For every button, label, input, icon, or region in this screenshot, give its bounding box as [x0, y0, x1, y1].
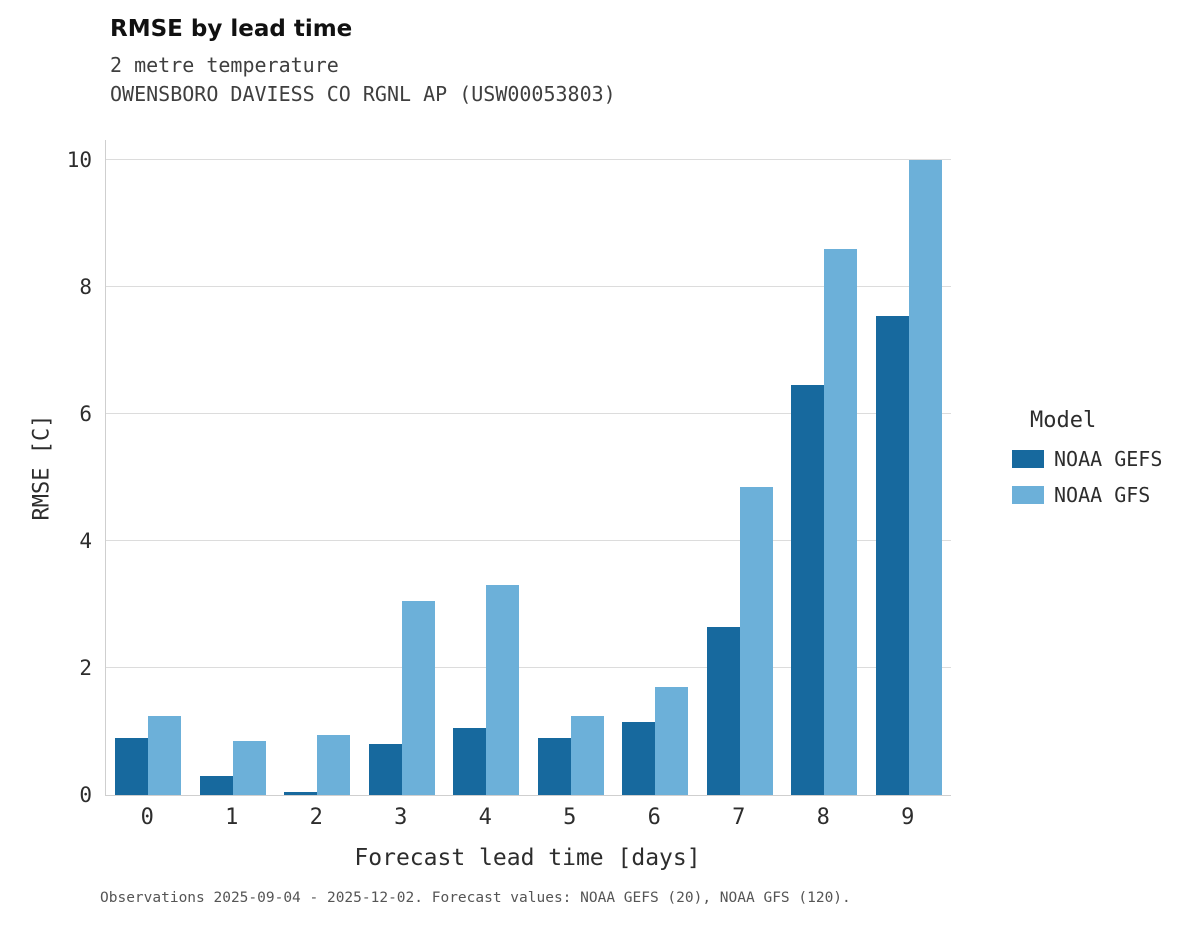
- bar-noaa-gfs: [232, 741, 266, 795]
- x-tick-label: 0: [140, 805, 154, 830]
- bar-group: [444, 140, 529, 795]
- chart-subtitle-station: OWENSBORO DAVIESS CO RGNL AP (USW0005380…: [110, 82, 616, 106]
- bar-noaa-gefs: [284, 791, 318, 795]
- bar-group: [360, 140, 445, 795]
- legend-swatch-gefs: [1012, 450, 1044, 468]
- y-tick-label: 4: [79, 529, 92, 553]
- x-axis-ticks: 0 1 2 3 4 5 6 7 8 9: [105, 805, 950, 830]
- bar-noaa-gfs: [570, 715, 604, 795]
- bar-groups: [106, 140, 951, 795]
- bar-noaa-gfs: [486, 585, 520, 795]
- gridline: [106, 666, 951, 668]
- bar-noaa-gefs: [453, 728, 487, 795]
- legend-title: Model: [1030, 408, 1097, 433]
- gridline: [106, 412, 951, 414]
- bar-group: [613, 140, 698, 795]
- x-tick-label: 9: [901, 805, 915, 830]
- plot-area: [105, 140, 951, 796]
- x-tick-label: 6: [647, 805, 661, 830]
- x-tick-label: 3: [394, 805, 408, 830]
- y-tick-label: 0: [79, 783, 92, 807]
- x-axis-label: Forecast lead time [days]: [354, 845, 701, 871]
- bar-noaa-gfs: [317, 734, 351, 795]
- x-tick-label: 4: [478, 805, 492, 830]
- bar-noaa-gefs: [115, 737, 149, 795]
- legend: Model NOAA GEFS NOAA GFS: [1012, 408, 1162, 519]
- y-tick-label: 6: [79, 402, 92, 426]
- bar-noaa-gfs: [401, 601, 435, 795]
- legend-label-gfs: NOAA GFS: [1054, 483, 1151, 507]
- bar-noaa-gefs: [875, 315, 909, 795]
- x-tick-label: 2: [309, 805, 323, 830]
- footer-caption: Observations 2025-09-04 - 2025-12-02. Fo…: [100, 890, 851, 906]
- legend-item-gefs: NOAA GEFS: [1012, 447, 1162, 471]
- bar-noaa-gfs: [739, 487, 773, 795]
- x-tick-label: 8: [816, 805, 830, 830]
- gridline: [106, 539, 951, 541]
- y-tick-label: 8: [79, 275, 92, 299]
- bar-group: [529, 140, 614, 795]
- bar-noaa-gfs: [908, 160, 942, 795]
- gridline: [106, 158, 951, 160]
- x-tick-label: 5: [563, 805, 577, 830]
- legend-swatch-gfs: [1012, 486, 1044, 504]
- bar-group: [782, 140, 867, 795]
- y-axis-ticks: 0 2 4 6 8 10: [0, 140, 92, 807]
- bar-noaa-gefs: [199, 775, 233, 795]
- bar-noaa-gfs: [655, 687, 689, 795]
- y-tick-label: 2: [79, 656, 92, 680]
- bar-group: [191, 140, 276, 795]
- bar-noaa-gefs: [368, 744, 402, 795]
- y-tick-label: 10: [66, 148, 92, 172]
- x-tick-label: 7: [732, 805, 746, 830]
- gridline: [106, 285, 951, 287]
- bar-noaa-gfs: [148, 715, 182, 795]
- bar-group: [106, 140, 191, 795]
- bar-noaa-gefs: [706, 626, 740, 795]
- bar-group: [275, 140, 360, 795]
- chart-subtitle-variable: 2 metre temperature: [110, 53, 339, 77]
- bar-group: [867, 140, 952, 795]
- bar-noaa-gefs: [791, 385, 825, 795]
- x-tick-label: 1: [225, 805, 239, 830]
- bar-noaa-gefs: [622, 721, 656, 795]
- chart-title: RMSE by lead time: [110, 16, 353, 42]
- legend-label-gefs: NOAA GEFS: [1054, 447, 1163, 471]
- bar-noaa-gefs: [537, 737, 571, 795]
- legend-item-gfs: NOAA GFS: [1012, 483, 1162, 507]
- bar-noaa-gfs: [824, 248, 858, 795]
- bar-group: [698, 140, 783, 795]
